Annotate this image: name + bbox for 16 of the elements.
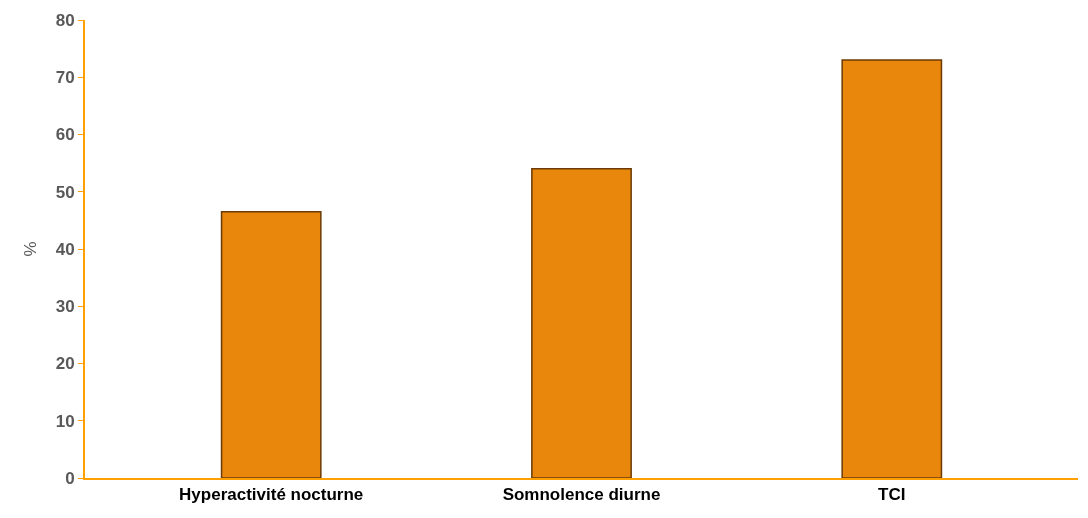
x-tick-label: Hyperactivité nocturne: [179, 485, 364, 505]
bar: [220, 211, 322, 478]
x-tick-label: Somnolence diurne: [502, 485, 661, 505]
y-tick-label: 80: [55, 10, 75, 30]
y-tick-label: 20: [55, 354, 75, 374]
x-tick-label: TCI: [878, 485, 906, 505]
y-axis-title: %: [20, 241, 40, 257]
y-tick-label: 30: [55, 297, 75, 317]
y-tick-label: 40: [55, 239, 75, 259]
y-tick-label: 10: [55, 411, 75, 431]
bar: [841, 59, 943, 478]
y-tick-label: 50: [55, 182, 75, 202]
y-tick-label: 0: [65, 468, 75, 488]
bar: [531, 168, 632, 478]
y-tick-label: 70: [55, 68, 75, 88]
y-tick-label: 60: [55, 125, 75, 145]
